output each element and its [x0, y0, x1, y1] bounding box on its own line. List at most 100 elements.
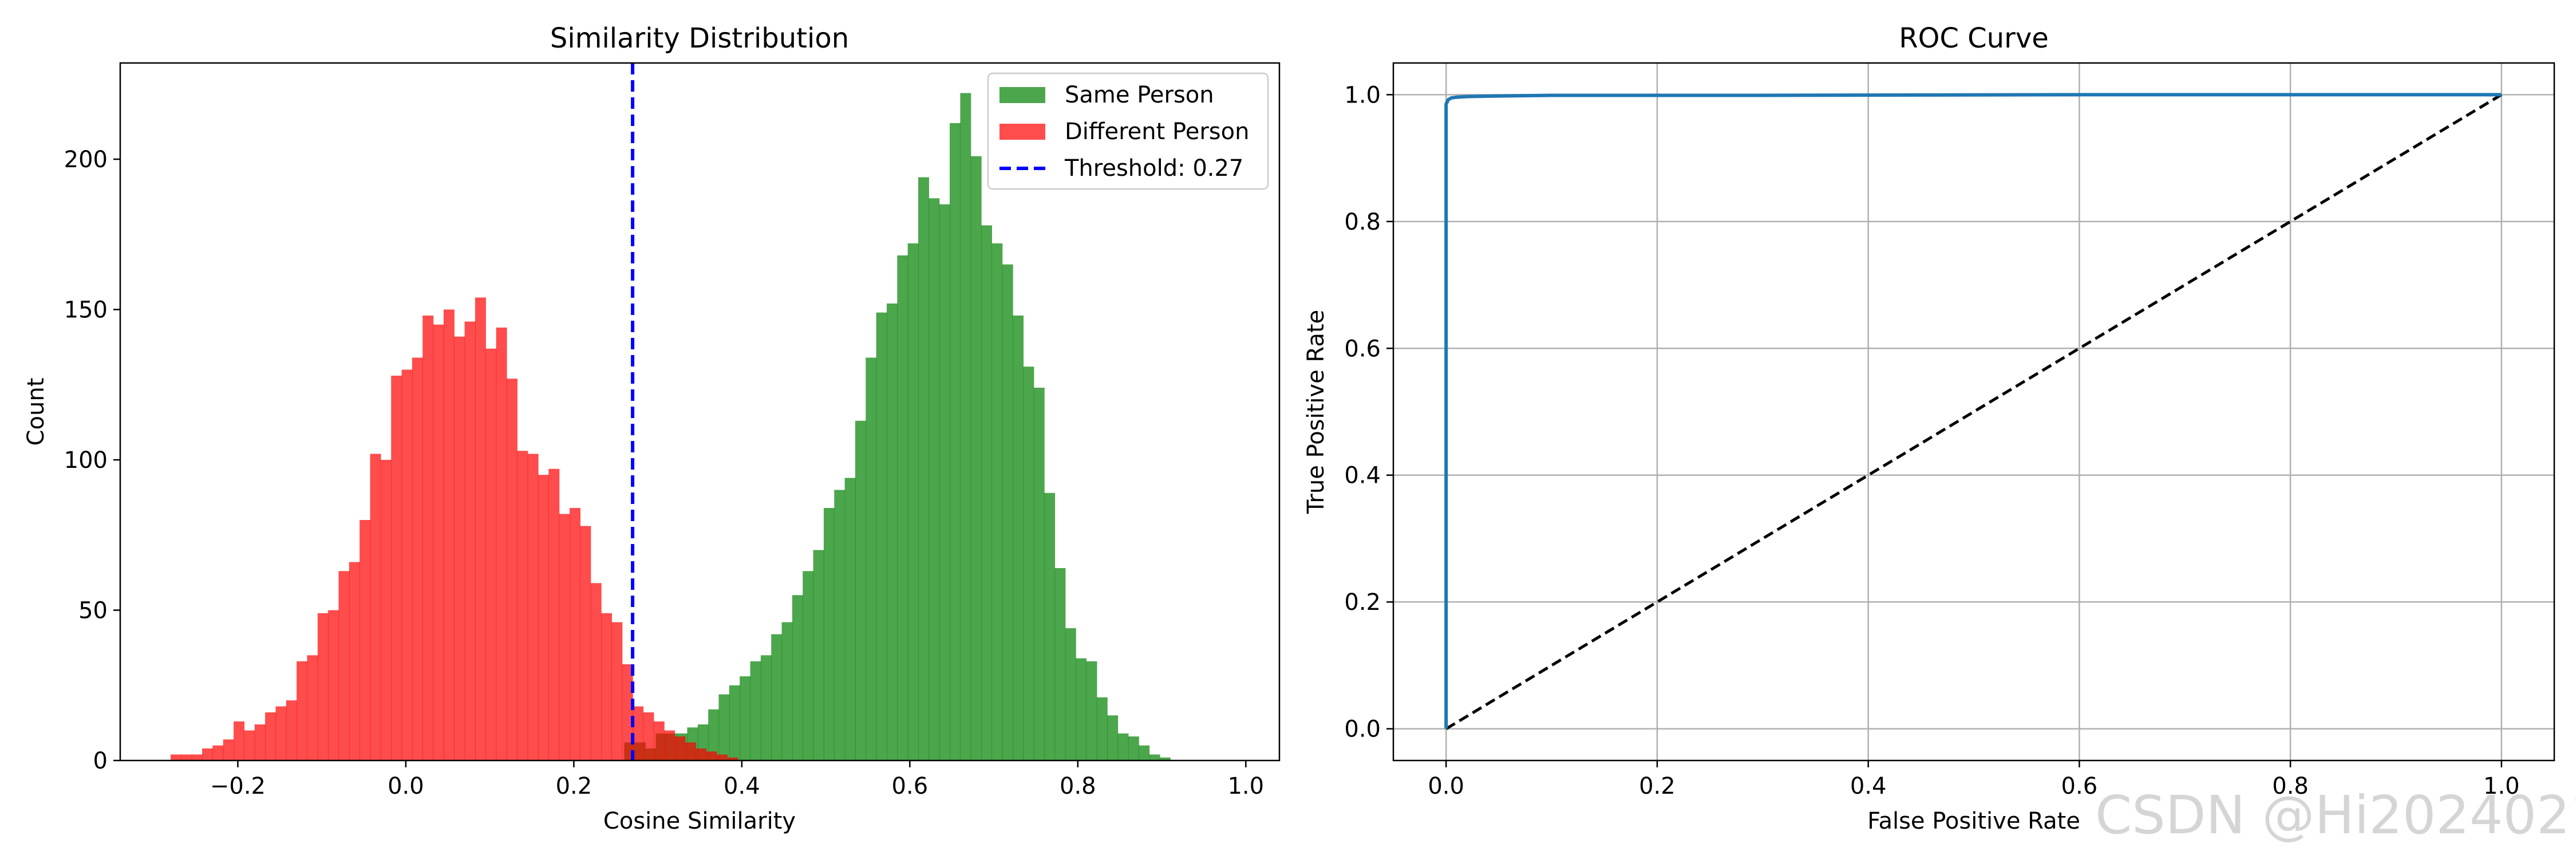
same-person-bar — [981, 225, 993, 761]
different-person-bar — [286, 700, 297, 761]
watermark-text: CSDN @Hi20240217 — [2095, 785, 2576, 846]
different-person-bar — [328, 610, 339, 761]
legend-swatch-same-person — [999, 87, 1045, 103]
different-person-bar — [181, 754, 192, 761]
roc-y-axis-label: True Positive Rate — [1303, 310, 1329, 514]
similarity-distribution-chart: −0.2 0.0 0.2 0.4 0.6 0.8 1.0 0 50 100 150 200 Simi… — [23, 22, 1281, 834]
same-person-bar — [1096, 697, 1108, 761]
roc-diagonal-line — [1445, 93, 2503, 730]
different-person-bar — [212, 745, 224, 761]
different-person-bar — [716, 754, 728, 761]
different-person-bar — [454, 336, 465, 761]
same-person-bar — [1065, 628, 1076, 761]
same-person-bar — [823, 508, 835, 761]
same-person-bar — [939, 204, 950, 761]
different-person-bars — [171, 297, 738, 761]
different-person-bar — [664, 730, 675, 761]
same-person-bar — [803, 571, 814, 761]
roc-axes-frame — [1392, 62, 2555, 762]
different-person-bar — [727, 757, 738, 761]
different-person-bar — [433, 324, 444, 761]
different-person-bar — [507, 379, 517, 761]
same-person-bar — [866, 357, 877, 761]
legend-label-threshold: Threshold: 0.27 — [1064, 155, 1243, 182]
hist-y-axis-label: Count — [23, 378, 49, 446]
same-person-bar — [813, 550, 824, 761]
roc-x-tick-label: 0.8 — [2272, 773, 2309, 799]
different-person-bar — [653, 721, 665, 761]
same-person-bar — [950, 123, 961, 761]
same-person-bar — [1159, 757, 1171, 761]
roc-y-tick-label: 0.0 — [1344, 716, 1381, 743]
different-person-bar — [275, 706, 287, 761]
same-person-bar — [886, 304, 898, 761]
legend-label-same-person: Same Person — [1065, 82, 1214, 108]
hist-x-tick-label: 0.0 — [388, 773, 424, 799]
hist-x-ticks: −0.2 0.0 0.2 0.4 0.6 0.8 1.0 — [210, 761, 1264, 799]
roc-x-tick-label: 0.0 — [1428, 773, 1464, 799]
same-person-bar — [897, 255, 908, 761]
hist-y-tick-label: 100 — [64, 447, 108, 474]
hist-axes-frame — [119, 62, 1281, 762]
same-person-bar — [729, 685, 740, 761]
same-person-bar — [970, 156, 982, 761]
same-person-bar — [750, 661, 761, 761]
different-person-bar — [443, 309, 455, 761]
same-person-bar — [1076, 658, 1087, 761]
different-person-bar — [234, 721, 245, 761]
different-person-bar — [317, 613, 329, 761]
same-person-bar — [991, 243, 1003, 761]
different-person-bar — [601, 613, 613, 761]
legend-label-different-person: Different Person — [1065, 119, 1249, 145]
hist-x-tick-label: 0.2 — [556, 773, 592, 799]
legend-box — [987, 72, 1269, 190]
roc-x-tick-label: 0.6 — [2061, 773, 2098, 799]
roc-title: ROC Curve — [1899, 22, 2049, 54]
hist-legend: Same Person Different Person Threshold: … — [987, 72, 1269, 190]
hist-x-tick-label: −0.2 — [210, 773, 266, 799]
different-person-bar — [685, 742, 696, 761]
same-person-bar — [1117, 733, 1129, 761]
same-person-bar — [1033, 388, 1045, 761]
different-person-bar — [527, 454, 539, 761]
different-person-bar — [674, 736, 686, 761]
same-person-bar — [876, 312, 887, 761]
same-person-bar — [1002, 264, 1013, 761]
different-person-bar — [171, 754, 181, 761]
roc-y-tick-label: 0.6 — [1344, 336, 1381, 362]
different-person-bar — [475, 297, 486, 761]
hist-y-tick-label: 50 — [78, 598, 108, 624]
same-person-bar — [1086, 661, 1097, 761]
different-person-bar — [265, 712, 276, 761]
same-person-bar — [855, 420, 866, 761]
roc-y-tick-label: 0.2 — [1344, 589, 1381, 616]
hist-x-tick-label: 0.6 — [892, 773, 929, 799]
different-person-bar — [611, 622, 623, 761]
different-person-bar — [496, 328, 507, 761]
different-person-bar — [297, 661, 308, 761]
same-person-bar — [918, 177, 929, 761]
same-person-bar — [1139, 745, 1150, 761]
roc-x-axis-label: False Positive Rate — [1867, 808, 2080, 834]
different-person-bar — [517, 451, 528, 761]
different-person-bar — [570, 508, 580, 761]
different-person-bar — [244, 730, 255, 761]
different-person-bar — [370, 454, 381, 761]
different-person-bar — [412, 357, 423, 761]
different-person-bar — [464, 321, 476, 761]
different-person-bar — [359, 520, 371, 761]
same-person-bar — [792, 595, 803, 761]
hist-y-tick-label: 0 — [93, 748, 108, 774]
same-person-bar — [771, 634, 783, 761]
different-person-bar — [202, 748, 214, 761]
different-person-bar — [590, 583, 602, 761]
roc-x-tick-label: 0.2 — [1639, 773, 1676, 799]
hist-x-axis-label: Cosine Similarity — [603, 808, 796, 834]
roc-y-tick-label: 1.0 — [1344, 82, 1381, 108]
same-person-bar — [929, 198, 940, 761]
hist-y-ticks: 0 50 100 150 200 — [64, 147, 120, 774]
legend-swatch-different-person — [999, 124, 1045, 140]
same-person-bar — [907, 243, 919, 761]
same-person-bar — [834, 490, 846, 761]
